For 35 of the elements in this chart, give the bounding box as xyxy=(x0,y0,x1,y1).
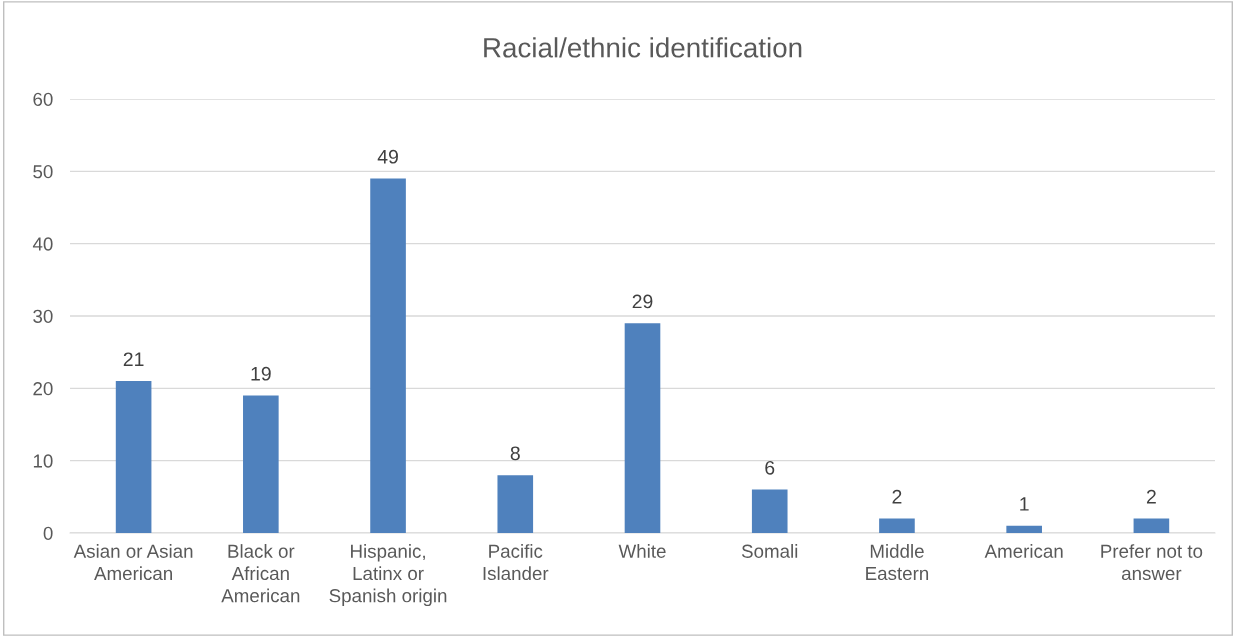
x-tick-label: Black or African American xyxy=(221,544,300,603)
y-tick-label: 0 xyxy=(43,526,53,540)
bar xyxy=(115,381,152,533)
y-tick-label: 10 xyxy=(33,454,53,468)
bar xyxy=(1006,525,1042,533)
y-tick-label: 30 xyxy=(33,309,53,323)
x-tick-label: American xyxy=(984,544,1063,558)
y-tick-label: 20 xyxy=(33,382,53,396)
data-label: 21 xyxy=(123,352,144,366)
y-tick-label: 60 xyxy=(33,92,53,106)
bar xyxy=(1133,518,1170,533)
x-tick-label: White xyxy=(618,544,666,558)
bar xyxy=(370,178,406,533)
bar xyxy=(751,489,788,533)
data-label: 2 xyxy=(892,489,902,504)
x-tick-label: Prefer not to answer xyxy=(1101,544,1203,581)
bar xyxy=(624,323,661,533)
data-label: 29 xyxy=(632,294,653,309)
bar xyxy=(497,475,534,533)
y-tick-label: 50 xyxy=(33,165,53,179)
data-label: 6 xyxy=(765,460,775,475)
x-tick-label: Somali xyxy=(741,544,798,558)
y-tick-label: 40 xyxy=(32,237,53,251)
bar xyxy=(243,395,279,533)
x-tick-label: Hispanic, Latinx or Spanish origin xyxy=(329,544,447,607)
data-label: 1 xyxy=(1020,497,1029,511)
chart-title: Racial/ethnic identification xyxy=(484,37,802,58)
data-label: 8 xyxy=(510,446,520,461)
data-label: 19 xyxy=(251,366,271,381)
x-tick-label: Asian or Asian American xyxy=(73,544,193,581)
bar xyxy=(879,518,915,533)
x-tick-label: Middle Eastern xyxy=(866,544,929,581)
data-label: 49 xyxy=(377,149,398,164)
data-label: 2 xyxy=(1146,489,1156,504)
x-tick-label: Pacific Islander xyxy=(483,544,549,581)
